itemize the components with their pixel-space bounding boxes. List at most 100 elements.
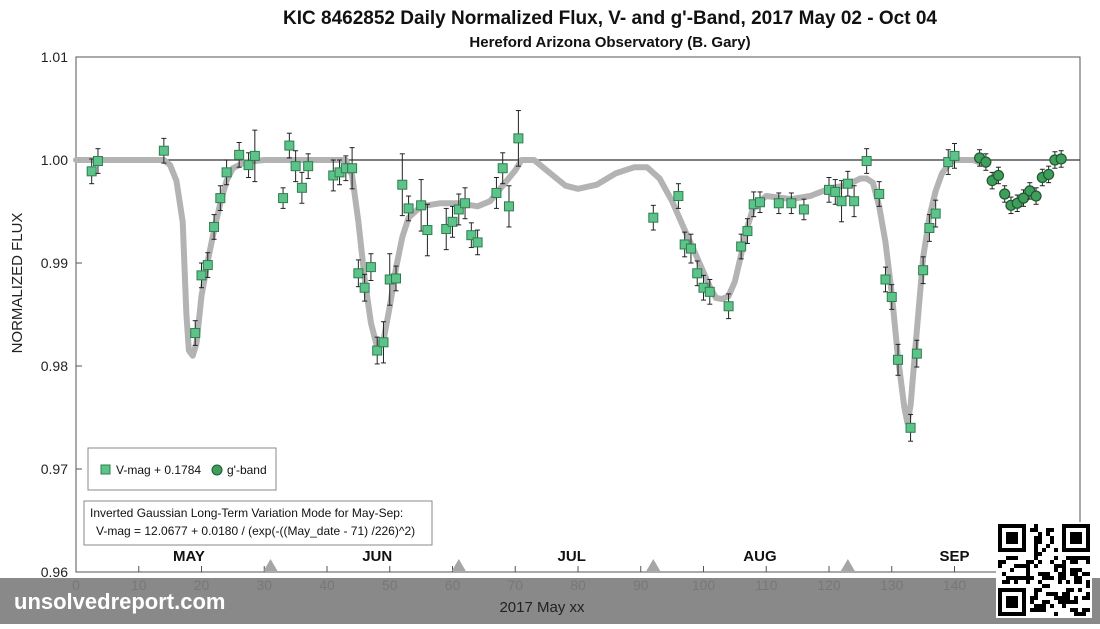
qr-module [1038, 604, 1042, 608]
g-band-point [1017, 192, 1030, 204]
qr-module [1026, 580, 1030, 584]
qr-module [1014, 576, 1018, 580]
qr-module [1062, 568, 1066, 572]
v-band-point [221, 167, 232, 178]
qr-module [1054, 596, 1058, 600]
qr-module [1066, 580, 1070, 584]
qr-module [1066, 592, 1070, 596]
qr-module [1054, 556, 1058, 560]
legend-v-label: V-mag + 0.1784 [116, 463, 201, 477]
qr-module [1070, 572, 1074, 576]
qr-module [1066, 600, 1070, 604]
v-band-point [736, 241, 747, 252]
qr-module [1038, 560, 1042, 564]
qr-module [1074, 596, 1078, 600]
formula-box: Inverted Gaussian Long-Term Variation Mo… [83, 500, 433, 546]
qr-module [1086, 556, 1090, 560]
qr-module [1030, 608, 1034, 612]
qr-module [1082, 612, 1086, 616]
g-band-point [1030, 190, 1042, 202]
v-band-point [303, 161, 314, 172]
qr-module [1046, 592, 1050, 596]
qr-module [1050, 576, 1054, 580]
qr-module [1002, 580, 1006, 584]
g-band-point [1055, 153, 1067, 165]
month-label: MAY [173, 548, 205, 565]
qr-module [1066, 588, 1070, 592]
legend-circle-marker [211, 464, 223, 476]
qr-module [1042, 584, 1046, 588]
footer-site-link[interactable]: unsolvedreport.com [14, 589, 225, 614]
y-axis: 0.96 0.97 0.98 0.99 1.00 1.01 [41, 49, 82, 580]
qr-module [1046, 584, 1050, 588]
month-label: AUG [743, 548, 776, 565]
qr-module [1010, 556, 1014, 560]
qr-module [1026, 572, 1030, 576]
v-band-point [453, 204, 464, 215]
v-band-point [685, 243, 696, 254]
y-tick-label: 1.00 [41, 152, 68, 168]
v-band-point [202, 260, 213, 271]
v-band-point [742, 226, 753, 237]
qr-module [1046, 528, 1050, 532]
qr-module [1030, 596, 1034, 600]
qr-module [998, 564, 1002, 568]
qr-code-icon[interactable] [996, 522, 1092, 618]
qr-module [1038, 608, 1042, 612]
v-band-point [918, 265, 929, 276]
v-band-point [673, 191, 684, 202]
v-band-point [861, 156, 872, 167]
qr-module [1042, 604, 1046, 608]
qr-module [1026, 560, 1030, 564]
qr-finder-core [1070, 532, 1082, 544]
v-band-point [403, 203, 414, 214]
qr-module [1050, 540, 1054, 544]
formula-frame [83, 500, 433, 546]
qr-module [1010, 568, 1014, 572]
v-band-point [905, 422, 916, 433]
qr-module [1050, 604, 1054, 608]
qr-module [1070, 600, 1074, 604]
v-band-point [391, 273, 402, 284]
v-band-point [491, 187, 502, 198]
v-band-point [874, 188, 885, 199]
qr-module [1066, 596, 1070, 600]
qr-module [1030, 528, 1034, 532]
qr-module [1062, 560, 1066, 564]
qr-module [1086, 596, 1090, 600]
qr-module [1038, 536, 1042, 540]
qr-module [1074, 576, 1078, 580]
qr-module [1062, 604, 1066, 608]
qr-module [1038, 540, 1042, 544]
qr-module [1054, 564, 1058, 568]
qr-module [1062, 596, 1066, 600]
qr-module [1078, 588, 1082, 592]
v-band-point [880, 274, 891, 285]
qr-module [1034, 536, 1038, 540]
month-labels: MAY JUN JUL AUG SEP [173, 548, 1044, 571]
qr-module [1074, 600, 1078, 604]
qr-module [1034, 608, 1038, 612]
v-band-point [754, 197, 765, 208]
qr-module [1034, 592, 1038, 596]
qr-module [1038, 572, 1042, 576]
v-band-point [648, 212, 659, 223]
qr-module [1086, 560, 1090, 564]
qr-module [1074, 556, 1078, 560]
v-band-point [158, 145, 169, 156]
qr-module [1046, 600, 1050, 604]
qr-module [1054, 592, 1058, 596]
v-band-point [692, 268, 703, 279]
v-band-point [786, 198, 797, 209]
v-band-point [930, 208, 941, 219]
qr-module [1038, 532, 1042, 536]
month-marker [263, 559, 278, 571]
qr-module [1034, 556, 1038, 560]
v-band-point [284, 140, 295, 151]
qr-module [1026, 576, 1030, 580]
qr-module [1058, 580, 1062, 584]
v-band-point [365, 262, 376, 273]
qr-module [1050, 592, 1054, 596]
qr-module [1038, 588, 1042, 592]
